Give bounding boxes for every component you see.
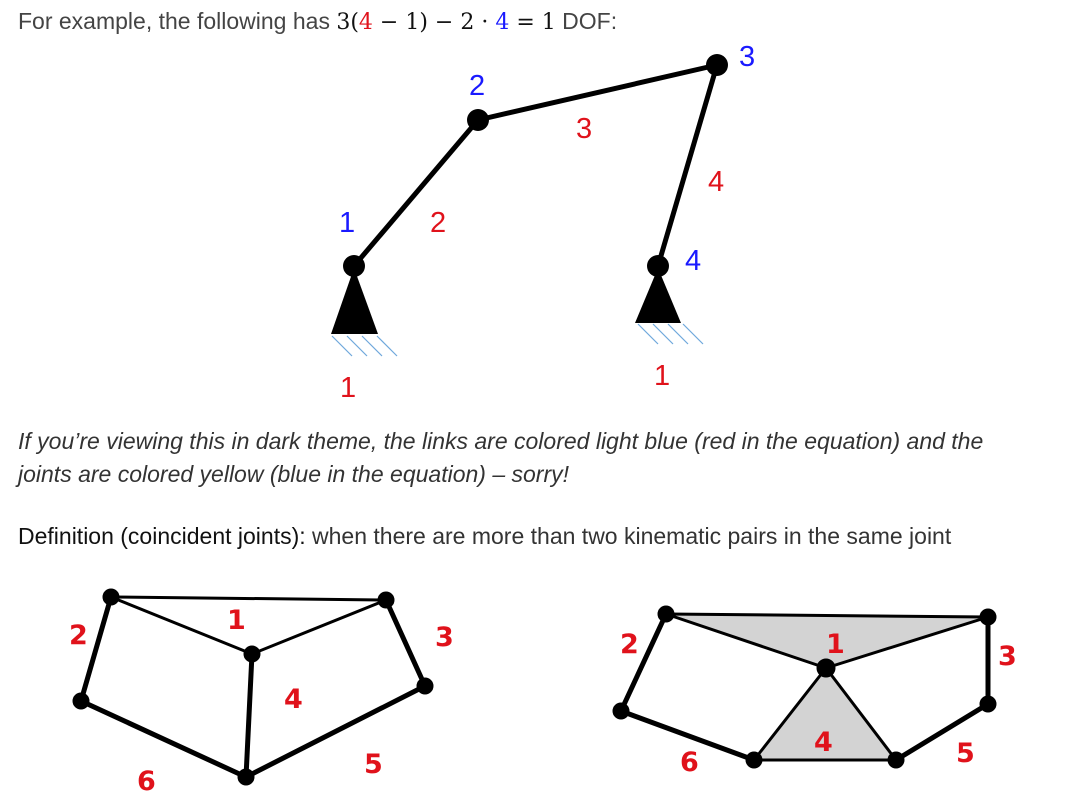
left-link-5	[243, 683, 428, 780]
left-joint-e	[416, 677, 434, 695]
intro-suffix: DOF:	[562, 8, 618, 34]
joint-label-4: 4	[685, 245, 701, 277]
left-label-1: 1	[227, 605, 246, 636]
ground-support-left	[331, 268, 378, 334]
coincident-diagram-left	[72, 588, 434, 786]
coincident-diagram-right	[612, 605, 997, 769]
eq-joints: 4	[495, 10, 510, 35]
right-label-4: 4	[814, 727, 833, 758]
left-label-6: 6	[137, 766, 156, 797]
right-label-1: 1	[826, 629, 845, 660]
definition-paragraph: Definition (coincident joints): when the…	[18, 523, 951, 550]
left-label-2: 2	[69, 620, 88, 651]
left-joint-c	[243, 645, 261, 663]
left-link-6	[78, 698, 249, 780]
eq-mid: − 1) − 2 ·	[372, 10, 496, 35]
right-joint-a	[657, 605, 675, 623]
ground-hatch-left	[331, 335, 398, 357]
left-label-5: 5	[364, 749, 383, 780]
right-link-5	[893, 701, 991, 763]
link-3	[477, 62, 718, 123]
ground-support-right	[635, 268, 681, 323]
left-link-3	[383, 597, 428, 689]
eq-end: = 1	[509, 10, 556, 35]
left-link-2	[78, 594, 114, 704]
right-joint-f	[745, 751, 763, 769]
dof-equation: 3(4 − 1) − 2 · 4 = 1	[336, 10, 555, 35]
link-2	[352, 118, 480, 268]
left-link-1b	[109, 595, 254, 656]
right-label-6: 6	[680, 747, 699, 778]
joint-2	[467, 109, 489, 131]
right-link-2	[618, 611, 669, 714]
joint-label-2: 2	[469, 70, 485, 102]
link-label-2: 2	[430, 207, 446, 239]
ground-label-left: 1	[340, 372, 356, 404]
joint-1	[343, 255, 365, 277]
left-link-1a	[109, 595, 388, 602]
right-label-2: 2	[620, 629, 639, 660]
left-link-4	[243, 651, 255, 780]
four-bar-mechanism: 1 2 3 4 2 3 4 1 1	[331, 41, 755, 404]
right-link-6	[618, 708, 757, 763]
eq-three: 3(	[336, 10, 359, 35]
right-joint-d	[612, 702, 630, 720]
eq-links: 4	[358, 10, 373, 35]
right-shaded-link-4	[752, 666, 898, 762]
joint-3	[706, 54, 728, 76]
definition-label: Definition (coincident joints):	[18, 523, 306, 549]
joint-label-1: 1	[339, 207, 355, 239]
right-joint-center	[816, 658, 836, 678]
link-4	[655, 64, 720, 267]
joint-4	[647, 255, 669, 277]
right-joint-b	[979, 608, 997, 626]
right-joint-e	[979, 695, 997, 713]
left-label-4: 4	[284, 684, 303, 715]
link-label-4: 4	[708, 166, 724, 198]
right-shaded-link-1	[664, 612, 990, 670]
right-joint-g	[887, 751, 905, 769]
left-joint-d	[72, 692, 90, 710]
intro-prefix: For example, the following has	[18, 8, 330, 34]
left-joint-a	[102, 588, 120, 606]
ground-label-right: 1	[654, 360, 670, 392]
left-label-3: 3	[435, 622, 454, 653]
definition-text: when there are more than two kinematic p…	[305, 523, 952, 549]
intro-sentence: For example, the following has 3(4 − 1) …	[18, 8, 617, 35]
left-link-1c	[250, 598, 388, 656]
link-label-3: 3	[576, 113, 592, 145]
ground-hatch-right	[637, 323, 704, 345]
left-joint-b	[377, 591, 395, 609]
joint-label-3: 3	[739, 41, 755, 73]
right-label-3: 3	[998, 641, 1017, 672]
left-joint-f	[237, 768, 255, 786]
right-label-5: 5	[956, 738, 975, 769]
dark-theme-note-line-1: If you’re viewing this in dark theme, th…	[18, 428, 984, 454]
dark-theme-note-line-2: joints are colored yellow (blue in the e…	[18, 461, 570, 487]
